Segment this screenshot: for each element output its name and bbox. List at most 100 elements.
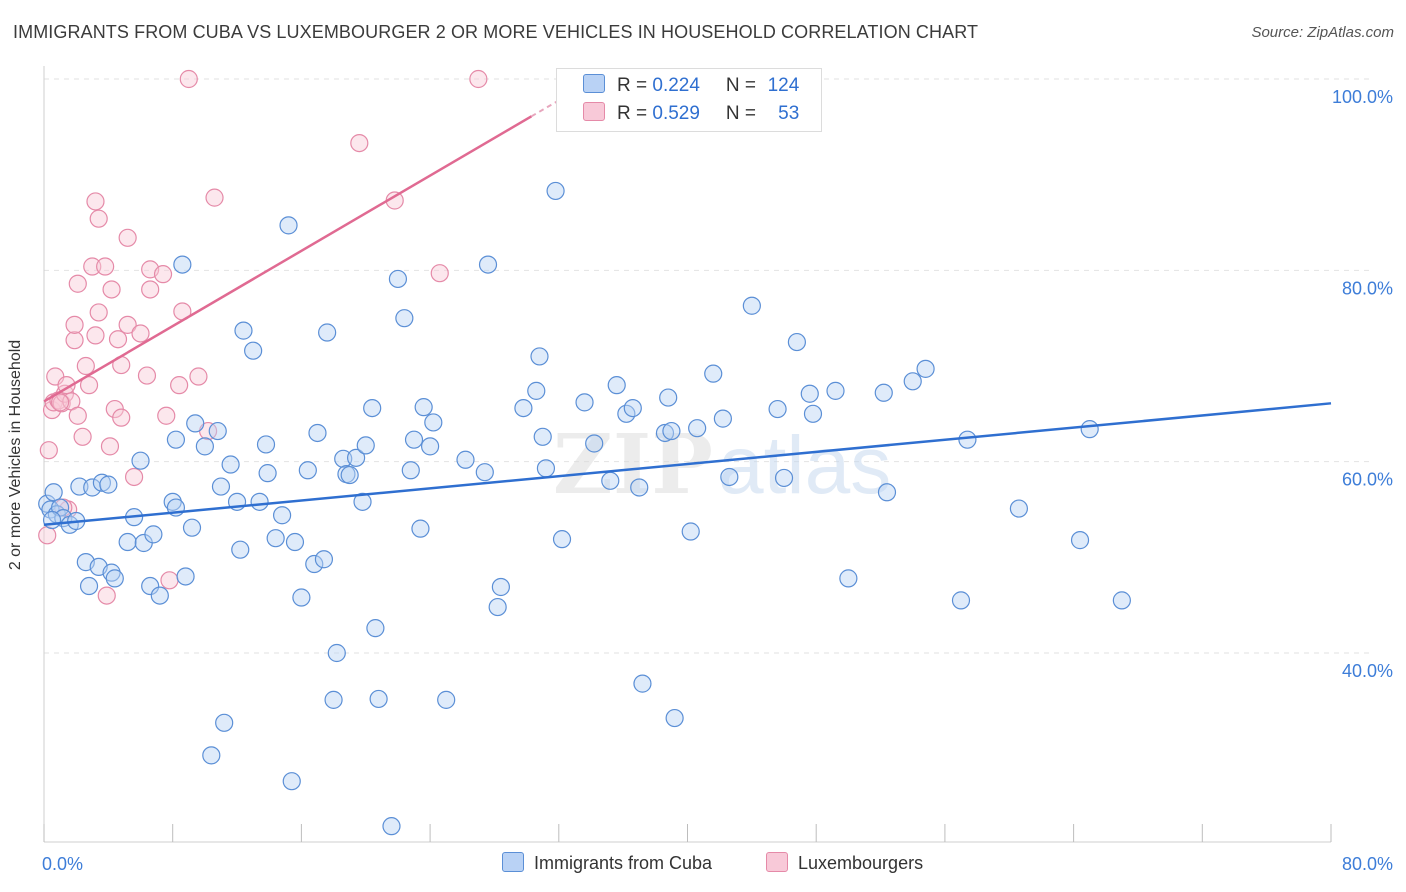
cuba-point (105, 569, 124, 588)
points-layer (38, 69, 1131, 836)
cuba-point (826, 381, 845, 400)
tick-label-layer: 100.0% 80.0% 60.0% 40.0% 0.0% 80.0% (42, 87, 1393, 874)
luxembourger-point (50, 393, 70, 412)
cuba-point (774, 468, 794, 488)
cuba-point (388, 269, 408, 289)
cuba-point (150, 586, 169, 605)
cuba-point (324, 690, 343, 709)
cuba-point (363, 398, 382, 418)
cuba-point (250, 492, 269, 511)
luxembourger-point (79, 376, 99, 395)
luxembourger-point (160, 571, 179, 590)
cuba-point (456, 450, 475, 469)
luxembourger-point (170, 376, 189, 395)
luxembourger-point (38, 526, 57, 545)
cuba-point (176, 567, 195, 586)
luxembourger-point (65, 331, 84, 350)
luxembourger-point (96, 257, 115, 276)
cuba-point (182, 518, 202, 537)
cuba-point (272, 506, 292, 525)
cuba-point (601, 471, 620, 490)
cuba-point (208, 421, 227, 441)
luxembourger-point (469, 69, 488, 89)
cuba-point (437, 690, 456, 709)
cuba-point (382, 817, 401, 836)
luxembourger-point (73, 427, 92, 446)
cuba-point (42, 510, 62, 530)
luxembourger-point (89, 209, 108, 228)
cuba-point (491, 577, 510, 597)
luxembourger-point (430, 264, 449, 283)
series-legend-luxembourgers: Luxembourgers (766, 852, 923, 874)
cuba-point (99, 475, 118, 494)
cuba-point (353, 492, 372, 511)
cuba-point (530, 347, 549, 366)
cuba-point (623, 398, 642, 418)
cuba-point (144, 525, 163, 544)
legend-n-label: N = (725, 75, 762, 96)
luxembourger-point (189, 367, 208, 386)
cuba-point (768, 399, 787, 419)
luxembourger-point (83, 257, 102, 276)
cuba-point (215, 713, 234, 732)
luxembourger-point (76, 356, 95, 376)
luxembourger-point (137, 366, 157, 385)
cuba-point (659, 388, 678, 407)
cuba-point (704, 364, 723, 383)
cuba-point (958, 430, 977, 449)
cuba-point (244, 341, 263, 360)
luxembourger-point (141, 280, 160, 299)
y-tick-label: 80.0% (1342, 278, 1393, 298)
cuba-point (186, 414, 205, 433)
luxembourger-point (102, 280, 121, 299)
luxembourger-point (86, 192, 105, 211)
legend-r-value: 0.529 (652, 103, 700, 124)
cuba-point (102, 563, 121, 582)
cuba-point (70, 477, 89, 496)
cuba-point (681, 522, 700, 541)
luxembourger-point (39, 441, 58, 460)
cuba-point (475, 463, 494, 482)
x-tick-label: 0.0% (42, 854, 83, 874)
cuba-point (903, 372, 922, 391)
cuba-point (211, 477, 231, 496)
luxembourger-point (157, 406, 176, 425)
cuba-point (552, 530, 572, 549)
cuba-point (1080, 420, 1099, 439)
cuba-point (421, 437, 440, 456)
cuba-point (340, 465, 359, 485)
cuba-point (202, 746, 221, 765)
legend-swatch-cuba (583, 74, 605, 93)
stats-legend-row-luxembourgers: R = 0.529 N = 53 (583, 102, 799, 126)
cuba-point (131, 451, 150, 470)
cuba-point (401, 461, 420, 480)
legend-r-value: 0.224 (652, 75, 700, 96)
y-axis-label: 2 or more Vehicles in Household (7, 339, 24, 571)
x-tick-label: 80.0% (1342, 854, 1393, 874)
luxembourger-point (97, 586, 116, 605)
y-tick-label: 60.0% (1342, 470, 1393, 490)
cuba-point (173, 255, 192, 274)
luxembourger-point (153, 265, 173, 284)
cuba-point (787, 332, 806, 352)
luxembourger-point (68, 274, 87, 293)
cuba-point (1070, 531, 1090, 550)
axis-layer (43, 66, 1332, 843)
cuba-point (404, 430, 424, 449)
cuba-point (279, 216, 298, 235)
cuba-point (327, 643, 346, 663)
legend-r-label: R = (617, 103, 653, 124)
cuba-point (527, 381, 546, 400)
cuba-point (488, 597, 507, 617)
cuba-point (356, 436, 375, 455)
cuba-point (424, 413, 443, 432)
stats-legend: R = 0.224 N = 124 R = 0.529 N = 53 (556, 68, 822, 132)
cuba-point (305, 554, 324, 574)
cuba-point (803, 404, 823, 423)
watermark-atlas: atlas (718, 420, 891, 511)
grid-layer (44, 78, 1371, 654)
cuba-point (916, 359, 935, 378)
cuba-point (630, 478, 649, 497)
cuba-point (514, 398, 533, 418)
cuba-point (318, 323, 337, 342)
